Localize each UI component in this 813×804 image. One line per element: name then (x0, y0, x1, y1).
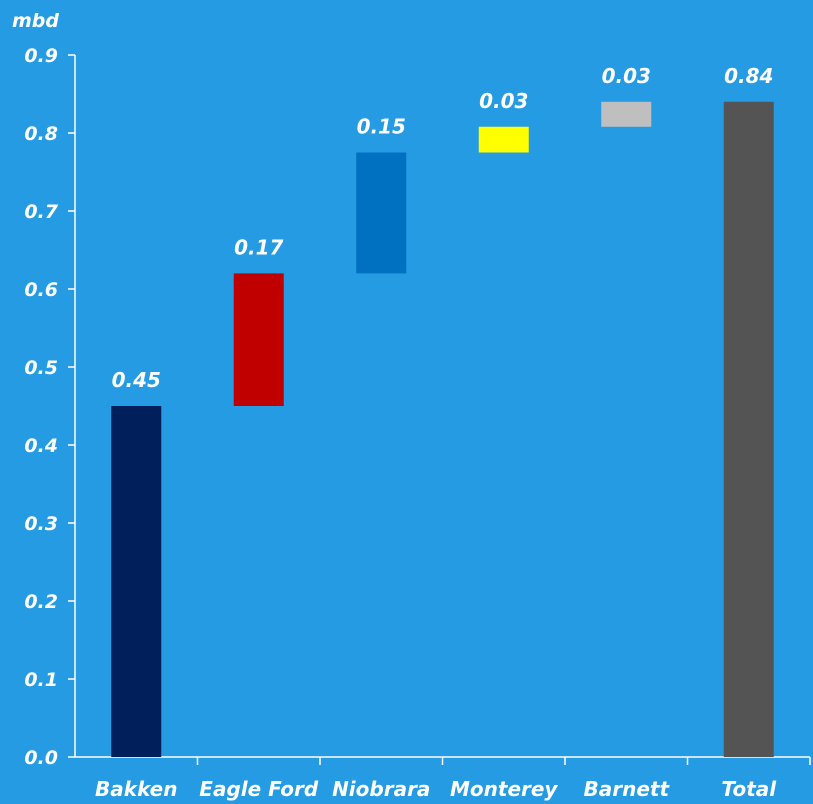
x-tick-label: Barnett (583, 777, 670, 801)
bar-barnett (601, 101, 652, 127)
data-label: 0.45 (112, 368, 161, 392)
bars: 0.45 0.17 0.15 0.03 0.03 0.84 (111, 64, 774, 758)
data-label: 0.84 (724, 64, 773, 88)
bar-bakken (111, 406, 162, 757)
x-axis: Bakken Eagle Ford Niobrara Monterey Barnett T… (75, 756, 811, 801)
y-tick-label: 0.3 (24, 513, 58, 535)
y-tick-label: 0.9 (24, 45, 58, 67)
bar-eagle-ford (233, 273, 284, 406)
x-tick-label: Total (721, 777, 777, 801)
y-unit-label: mbd (12, 10, 59, 32)
data-label: 0.03 (479, 89, 528, 113)
data-label: 0.15 (357, 115, 406, 139)
bar-total (723, 101, 774, 758)
y-tick-label: 0.0 (24, 747, 58, 769)
y-tick-label: 0.4 (24, 435, 58, 457)
x-tick-label: Monterey (450, 777, 558, 801)
y-tick-label: 0.5 (24, 357, 58, 379)
x-tick-label: Bakken (95, 777, 177, 801)
y-tick-label: 0.7 (24, 201, 58, 223)
x-tick-label: Eagle Ford (199, 777, 319, 801)
data-label: 0.03 (602, 64, 651, 88)
x-tick-label: Niobrara (332, 777, 430, 801)
data-label: 0.17 (234, 235, 283, 259)
y-axis: 0.0 0.1 0.2 0.3 0.4 0.5 0.6 0.7 0.8 0.9 (24, 45, 76, 769)
bar-niobrara (356, 152, 407, 274)
bar-monterey (478, 126, 529, 153)
y-tick-label: 0.8 (24, 123, 58, 145)
y-tick-label: 0.2 (24, 591, 58, 613)
y-tick-label: 0.6 (24, 279, 58, 301)
y-tick-label: 0.1 (24, 669, 58, 691)
